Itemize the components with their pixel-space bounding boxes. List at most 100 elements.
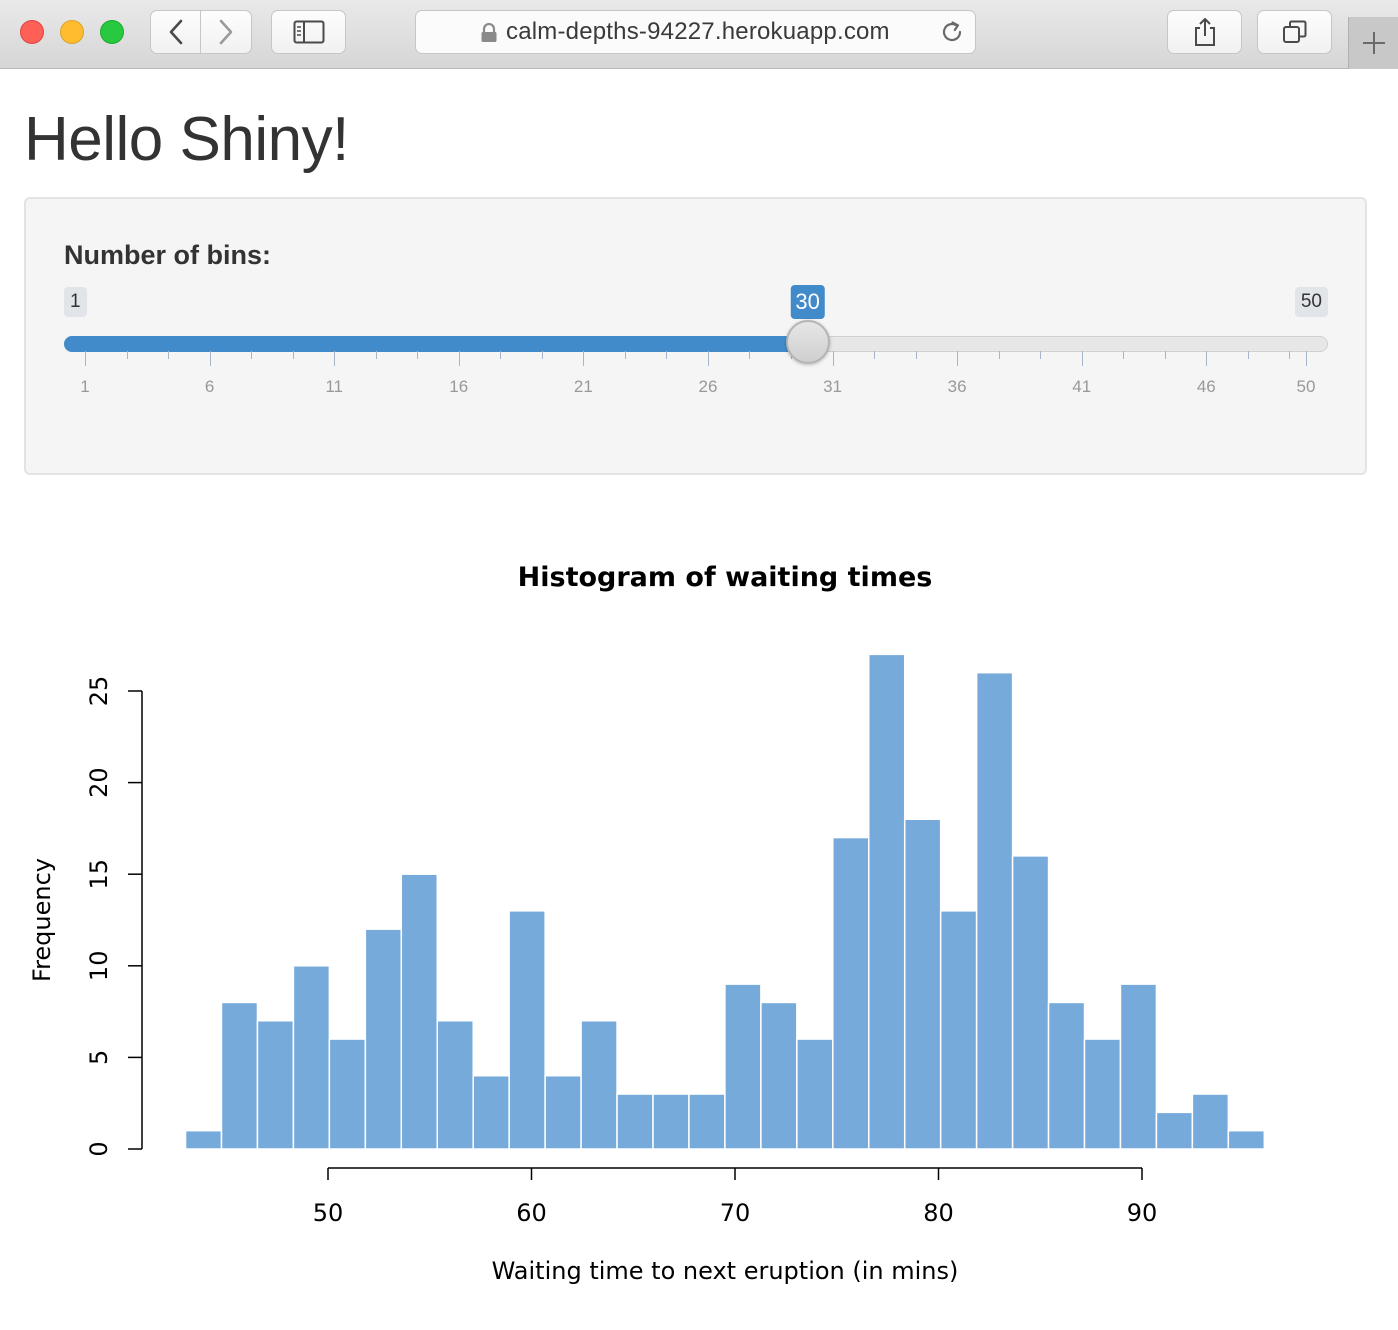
histogram-bar [1011, 855, 1050, 1150]
x-tick-label: 90 [1127, 1199, 1158, 1227]
browser-toolbar: calm-depths-94227.herokuapp.com [0, 0, 1398, 69]
sidebar-toggle-button[interactable] [271, 10, 346, 54]
back-button[interactable] [150, 10, 201, 54]
histogram-bar [975, 671, 1014, 1150]
slider-minor-tick [541, 351, 543, 359]
histogram-bar [832, 836, 870, 1150]
slider-grid-label: 46 [1196, 377, 1216, 396]
close-window-button[interactable] [20, 20, 44, 44]
minimize-window-button[interactable] [60, 20, 84, 44]
y-tick-label: 5 [85, 1050, 113, 1065]
slider-minor-tick [1247, 351, 1249, 359]
histogram-bar [220, 1001, 259, 1150]
plot-title: Histogram of waiting times [518, 562, 933, 593]
histogram-bar [1083, 1038, 1122, 1150]
slider-major-tick [707, 351, 709, 366]
slider-major-tick [957, 351, 959, 366]
slider-handle[interactable] [785, 320, 830, 364]
histogram-plot: Histogram of waiting times Waiting time … [28, 562, 1266, 1285]
histogram-bar [724, 983, 762, 1150]
histogram-bar [868, 653, 906, 1150]
histogram-bar [760, 1001, 798, 1150]
page-title: Hello Shiny! [24, 105, 349, 174]
histogram-bar [292, 965, 331, 1150]
slider-filled-bar [64, 336, 808, 352]
address-bar[interactable]: calm-depths-94227.herokuapp.com [415, 10, 976, 54]
x-tick-label: 50 [313, 1199, 344, 1227]
slider-minor-tick [126, 351, 128, 359]
forward-button[interactable] [201, 10, 252, 54]
chevron-left-icon [169, 19, 182, 45]
x-tick-label: 80 [923, 1199, 954, 1227]
histogram-bar [688, 1093, 726, 1150]
x-axis-label: Waiting time to next eruption (in mins) [492, 1257, 959, 1285]
slider-major-tick [209, 351, 211, 366]
zoom-window-button[interactable] [100, 20, 124, 44]
histogram-bar [1227, 1129, 1266, 1150]
slider-minor-tick [874, 351, 876, 359]
slider-grid-label: 36 [947, 377, 967, 396]
slider-major-tick [458, 351, 460, 366]
histogram-bar [796, 1038, 834, 1150]
slider-major-tick [583, 351, 585, 366]
histogram-bar [184, 1129, 223, 1150]
histogram-bar [328, 1038, 367, 1150]
slider-grid-label: 1 [80, 377, 90, 396]
tab-overview-button[interactable] [1257, 10, 1332, 54]
histogram-bar [580, 1020, 618, 1150]
slider-minor-tick [375, 351, 377, 359]
sidebar-icon [293, 20, 324, 44]
slider-grid-label: 41 [1072, 377, 1092, 396]
share-button[interactable] [1167, 10, 1242, 54]
slider-minor-tick [292, 351, 294, 359]
slider-minor-tick [666, 351, 668, 359]
histogram-bar [400, 873, 439, 1150]
y-axis-label: Frequency [28, 858, 56, 982]
histogram-bar [364, 928, 403, 1150]
histogram-bar [508, 910, 546, 1150]
histogram-bar [1191, 1093, 1230, 1150]
slider-label: Number of bins: [64, 240, 271, 270]
slider-minor-tick [749, 351, 751, 359]
reload-icon[interactable] [939, 19, 965, 45]
slider-grid-label: 16 [449, 377, 469, 396]
y-tick-label: 25 [85, 676, 113, 707]
url-text: calm-depths-94227.herokuapp.com [506, 18, 890, 45]
tabs-icon [1282, 20, 1306, 43]
lock-icon [481, 23, 497, 42]
slider-grid-label: 21 [573, 377, 593, 396]
x-axis: 50 60 70 80 90 [313, 1167, 1158, 1227]
slider-minor-tick [624, 351, 626, 359]
slider-grid-label: 6 [204, 377, 215, 396]
slider-minor-tick [168, 351, 170, 359]
histogram-bar [939, 910, 978, 1150]
x-tick-label: 70 [720, 1199, 751, 1227]
histogram-bar [1047, 1001, 1086, 1150]
y-tick-label: 0 [85, 1141, 113, 1156]
slider-min-label: 1 [64, 287, 87, 317]
slider-major-tick [85, 351, 86, 366]
slider-major-tick [1206, 351, 1208, 366]
slider-grid-label: 50 [1296, 377, 1316, 396]
y-tick-label: 20 [85, 767, 113, 798]
histogram-bar [1119, 983, 1158, 1150]
slider-max-label: 50 [1294, 287, 1328, 317]
slider-minor-tick [1040, 351, 1042, 359]
slider-grid-label: 11 [325, 377, 343, 396]
histogram-bar [652, 1093, 690, 1150]
slider-minor-tick [251, 351, 253, 359]
histogram-bar [616, 1093, 654, 1150]
slider-minor-tick [1289, 351, 1291, 359]
slider-value-label: 30 [790, 285, 825, 319]
histogram-bars [184, 653, 1266, 1150]
slider-grid-label: 26 [698, 377, 718, 396]
slider-major-tick [832, 351, 834, 366]
slider-major-tick [1306, 351, 1307, 366]
slider-minor-tick [500, 351, 502, 359]
plus-icon [1362, 32, 1385, 54]
histogram-bar [903, 818, 942, 1150]
y-axis: 0 5 10 15 20 25 [85, 676, 143, 1157]
slider-minor-tick [998, 351, 1000, 359]
slider-grid-label: 31 [823, 377, 843, 396]
new-tab-button[interactable] [1348, 17, 1398, 69]
